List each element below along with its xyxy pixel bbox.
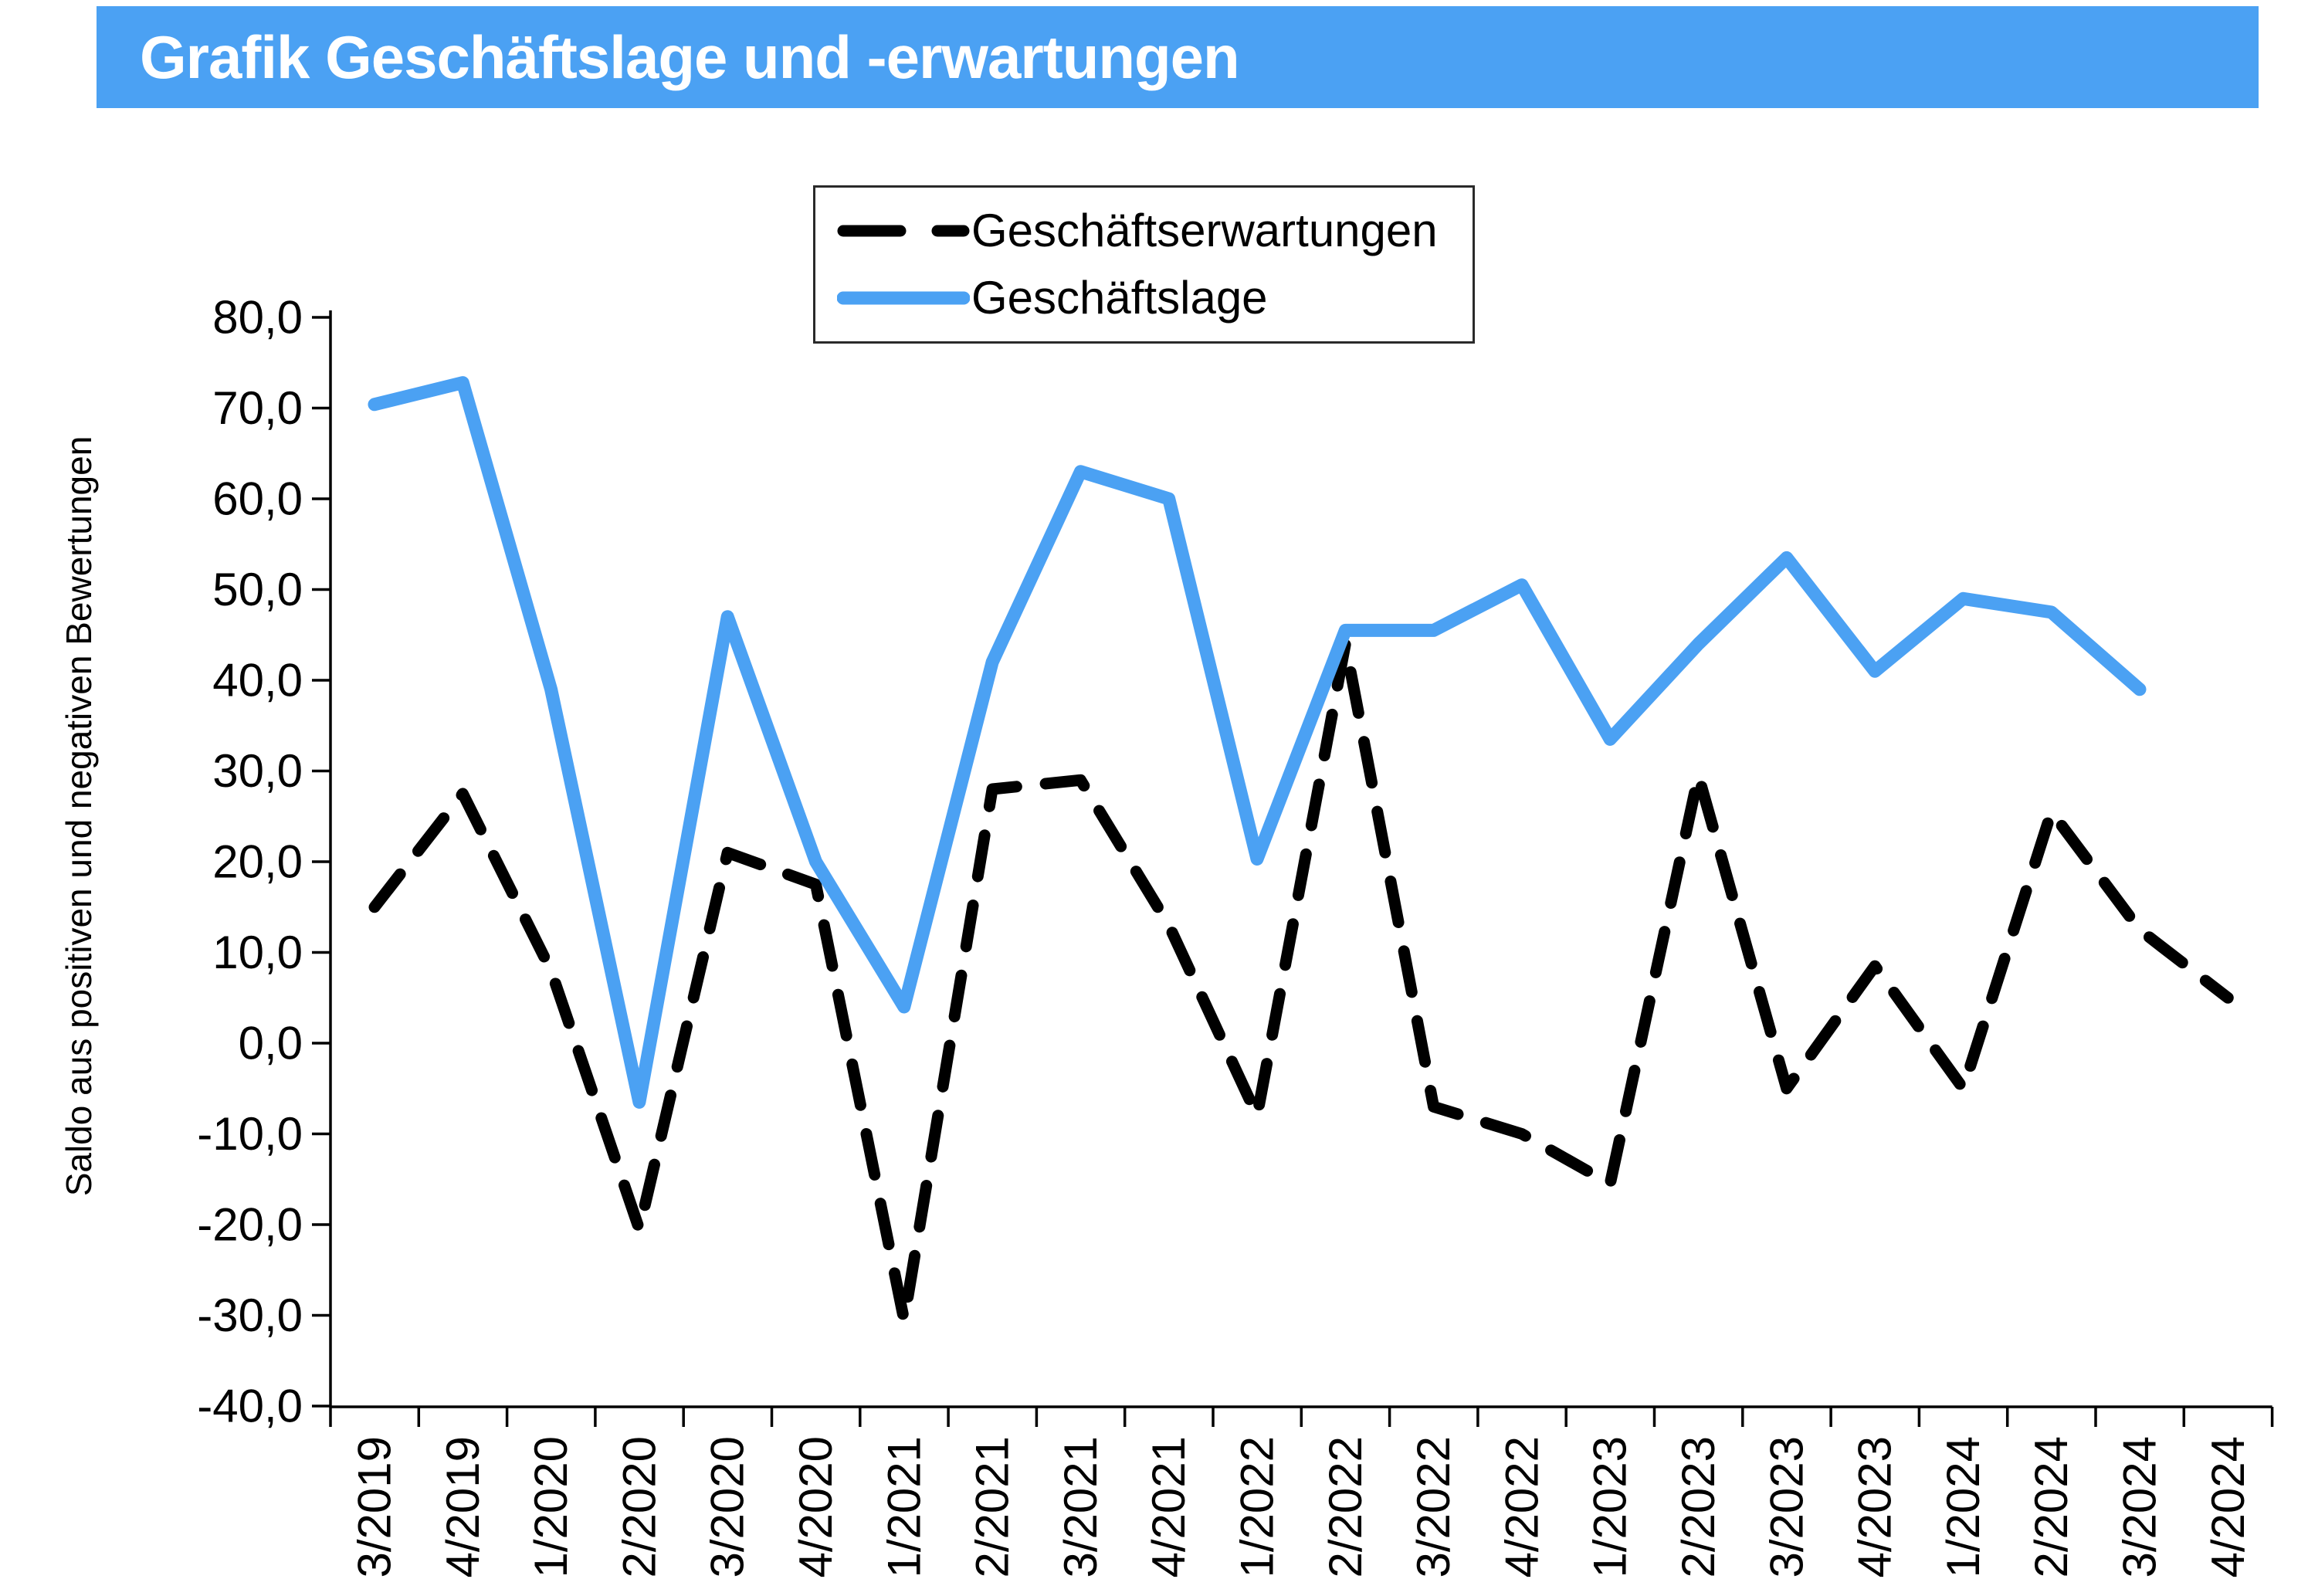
legend-label-geschaeftslage: Geschäftslage <box>971 271 1268 324</box>
legend-label-geschaeftserwartungen: Geschäftserwartungen <box>971 205 1438 257</box>
y-tick-label: -40,0 <box>197 1381 303 1432</box>
dashed-line-icon <box>837 225 970 237</box>
x-tick-label: 1/2021 <box>878 1436 930 1578</box>
y-tick-label: 40,0 <box>212 655 303 707</box>
y-tick-label: -20,0 <box>197 1199 303 1251</box>
legend-item-geschaeftslage: Geschäftslage <box>837 271 1473 324</box>
x-tick-label: 1/2024 <box>1937 1436 1989 1578</box>
y-tick-label: 80,0 <box>212 292 303 344</box>
x-tick-label: 1/2023 <box>1584 1436 1636 1578</box>
y-axis-title: Saldo aus positiven und negativen Bewert… <box>59 436 99 1197</box>
legend-item-geschaeftserwartungen: Geschäftserwartungen <box>837 208 1473 254</box>
x-tick-label: 1/2022 <box>1232 1436 1283 1578</box>
solid-line-icon <box>837 291 970 305</box>
y-tick-label: 20,0 <box>212 836 303 888</box>
x-tick-label: 3/2021 <box>1055 1436 1107 1578</box>
y-tick-label: 30,0 <box>212 745 303 797</box>
series-line-geschaeftserwartungen <box>368 638 2234 1326</box>
y-tick-label: -10,0 <box>197 1108 303 1160</box>
x-tick-label: 4/2023 <box>1849 1436 1901 1578</box>
x-tick-label: 3/2023 <box>1761 1436 1812 1578</box>
y-tick-label: 0,0 <box>239 1018 303 1069</box>
x-tick-label: 3/2019 <box>349 1436 401 1578</box>
x-tick-label: 2/2023 <box>1673 1436 1724 1578</box>
y-tick-label: 50,0 <box>212 564 303 615</box>
x-tick-label: 2/2020 <box>613 1436 665 1578</box>
header-bar: Grafik Geschäftslage und -erwartungen <box>97 6 2259 108</box>
y-tick-label: 70,0 <box>212 382 303 434</box>
x-tick-label: 2/2022 <box>1320 1436 1371 1578</box>
page-title: Grafik Geschäftslage und -erwartungen <box>140 22 1240 91</box>
x-tick-label: 4/2021 <box>1143 1436 1195 1578</box>
series-line-geschaeftslage <box>368 376 2147 1109</box>
x-tick-label: 3/2022 <box>1408 1436 1459 1578</box>
x-tick-label: 4/2019 <box>437 1436 489 1578</box>
x-tick-label: 2/2024 <box>2025 1436 2077 1578</box>
y-tick-label: 10,0 <box>212 927 303 978</box>
x-tick-label: 4/2024 <box>2202 1436 2254 1578</box>
y-tick-label: -30,0 <box>197 1289 303 1341</box>
legend: Geschäftserwartungen Geschäftslage <box>813 185 1475 344</box>
x-tick-label: 3/2020 <box>702 1436 754 1578</box>
x-tick-label: 1/2020 <box>525 1436 577 1578</box>
y-tick-label: 60,0 <box>212 473 303 525</box>
x-tick-label: 3/2024 <box>2114 1436 2166 1578</box>
x-tick-label: 2/2021 <box>967 1436 1018 1578</box>
x-tick-label: 4/2020 <box>790 1436 842 1578</box>
x-tick-label: 4/2022 <box>1496 1436 1547 1578</box>
